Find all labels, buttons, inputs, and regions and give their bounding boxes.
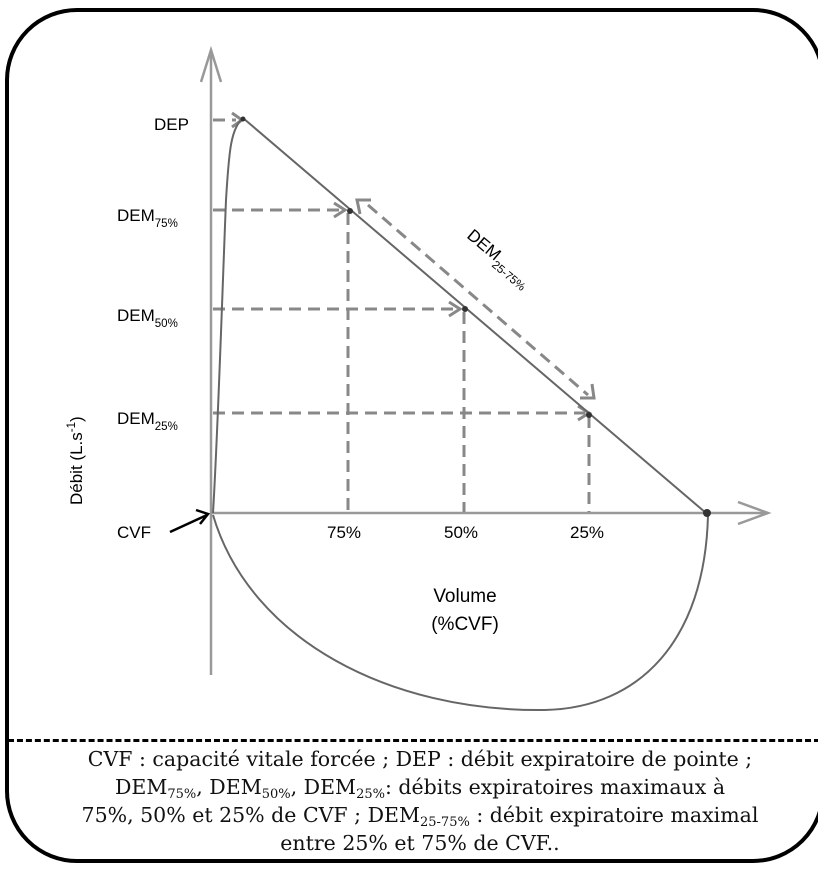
cvf-pointer-head: [195, 508, 211, 525]
x-axis-label-1: Volume: [433, 586, 496, 607]
point-dep: [240, 116, 246, 122]
label-dem75: DEM75%: [117, 206, 178, 230]
caption-line-4: entre 25% et 75% de CVF..: [280, 831, 560, 855]
caption-line-3: 75%, 50% et 25% de CVF ; DEM25-75% : déb…: [81, 803, 759, 830]
label-dem25-75: DEM25-75%: [460, 226, 535, 294]
label-dep: DEP: [154, 115, 189, 134]
x-axis-arrowhead: [737, 500, 772, 526]
caption: CVF : capacité vitale forcée ; DEP : déb…: [40, 745, 800, 857]
inspiratory-curve: [212, 514, 709, 712]
tick-25: 25%: [570, 523, 604, 542]
caption-line-1: CVF : capacité vitale forcée ; DEP : déb…: [87, 747, 753, 771]
point-dem25: [586, 412, 592, 418]
caption-line-2: DEM75%, DEM50%, DEM25%: débits expiratoi…: [114, 775, 726, 802]
y-axis-arrowhead: [199, 45, 223, 83]
arrowhead-span-top: [355, 198, 371, 215]
arrowhead-span-bottom: [580, 383, 596, 400]
caption-divider: [8, 739, 818, 742]
dem25-75-span: [367, 203, 589, 397]
rounded-frame: [5, 8, 818, 863]
tick-75: 75%: [327, 523, 361, 542]
x-axis-label-2: (%CVF): [431, 614, 499, 635]
label-dem50: DEM50%: [117, 306, 178, 330]
label-dem25: DEM25%: [117, 409, 178, 433]
expiratory-curve: [212, 116, 707, 514]
arrowhead-dem75: [333, 201, 348, 219]
label-cvf: CVF: [117, 523, 151, 542]
point-dem50: [462, 306, 468, 312]
tick-50: 50%: [444, 523, 478, 542]
point-dem75: [347, 208, 353, 214]
cvf-pointer: [169, 513, 208, 534]
y-axis-label: Débit (L.s-1): [66, 416, 86, 505]
point-cvf-end: [703, 509, 711, 517]
arrowhead-dem50: [448, 300, 463, 318]
